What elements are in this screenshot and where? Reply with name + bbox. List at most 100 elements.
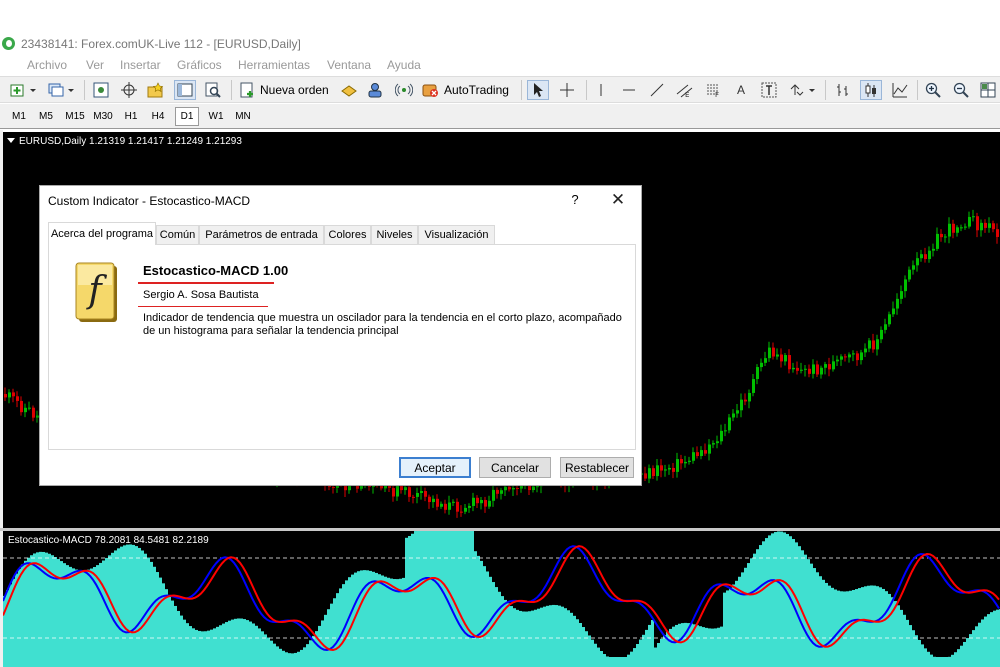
favorites-button[interactable] bbox=[146, 80, 166, 100]
line-chart-button[interactable] bbox=[889, 80, 911, 100]
tf-button-mn[interactable]: MN bbox=[235, 111, 251, 122]
histogram-bar bbox=[72, 568, 75, 667]
histogram-bar bbox=[471, 531, 474, 667]
menu-archivo[interactable]: Archivo bbox=[27, 58, 68, 72]
histogram-bar bbox=[666, 631, 669, 667]
market-watch-button[interactable] bbox=[91, 80, 111, 100]
histogram-bar bbox=[474, 551, 477, 667]
metaeditor-button[interactable] bbox=[339, 80, 359, 100]
arrows-icon bbox=[790, 84, 815, 96]
histogram-bar bbox=[993, 610, 996, 667]
histogram-bar bbox=[312, 635, 315, 667]
accept-button[interactable]: Aceptar bbox=[399, 457, 471, 478]
candle-body bbox=[676, 459, 679, 472]
histogram-bar bbox=[417, 531, 420, 667]
histogram-bar bbox=[549, 605, 552, 667]
histogram-bar bbox=[612, 657, 615, 667]
arrows-button[interactable] bbox=[787, 80, 817, 100]
histogram-bar bbox=[912, 630, 915, 667]
zoom-in-button[interactable] bbox=[923, 80, 943, 100]
candle-body bbox=[720, 430, 723, 442]
autotrading-button[interactable]: AutoTrading bbox=[421, 80, 515, 100]
histogram-bar bbox=[6, 590, 9, 667]
candlestick-button[interactable] bbox=[860, 80, 882, 100]
candle-body bbox=[968, 216, 971, 227]
histogram-bar bbox=[153, 566, 156, 667]
tf-button-w1[interactable]: W1 bbox=[208, 111, 224, 122]
histogram-bar bbox=[429, 531, 432, 667]
tab-visualizacion[interactable]: Visualización bbox=[418, 225, 495, 244]
histogram-bar bbox=[486, 571, 489, 667]
reset-button[interactable]: Restablecer bbox=[560, 457, 634, 478]
menu-graficos[interactable]: Gráficos bbox=[177, 58, 222, 72]
histogram-bar bbox=[636, 643, 639, 667]
menu-ayuda[interactable]: Ayuda bbox=[387, 58, 421, 72]
histogram-bar bbox=[753, 553, 756, 667]
strategy-tester-button[interactable] bbox=[203, 80, 223, 100]
tile-windows-button[interactable] bbox=[978, 80, 998, 100]
tf-button-m5[interactable]: M5 bbox=[39, 111, 53, 122]
histogram-bar bbox=[165, 589, 168, 667]
candle-body bbox=[836, 359, 839, 362]
histogram-bar bbox=[162, 583, 165, 667]
histogram-bar bbox=[423, 531, 426, 667]
new-order-button[interactable]: Nueva orden bbox=[239, 80, 331, 100]
histogram-bar bbox=[765, 538, 768, 667]
menu-insertar[interactable]: Insertar bbox=[120, 58, 161, 72]
tf-button-m15[interactable]: M15 bbox=[65, 111, 85, 122]
cursor-tool-button[interactable] bbox=[527, 80, 549, 100]
navigator-button[interactable] bbox=[119, 80, 139, 100]
text-label-button[interactable] bbox=[759, 80, 779, 100]
candle-body bbox=[812, 364, 815, 374]
tab-acerca-del-programa[interactable]: Acerca del programa bbox=[48, 222, 156, 245]
tab-parametros-de-entrada[interactable]: Parámetros de entrada bbox=[199, 225, 324, 244]
new-chart-button[interactable] bbox=[8, 80, 38, 100]
vertical-line-button[interactable] bbox=[592, 80, 610, 100]
close-icon[interactable]: ✕ bbox=[610, 190, 626, 209]
histogram-bar bbox=[651, 620, 654, 667]
horizontal-line-button[interactable] bbox=[619, 80, 639, 100]
histogram-bar bbox=[660, 638, 663, 667]
terminal-button[interactable] bbox=[174, 80, 196, 100]
histogram-bar bbox=[258, 628, 261, 667]
text-tool-button[interactable]: A bbox=[731, 80, 751, 100]
menu-ver[interactable]: Ver bbox=[86, 58, 105, 72]
tab-niveles[interactable]: Niveles bbox=[371, 225, 418, 244]
candle-body bbox=[756, 367, 759, 380]
candle-body bbox=[736, 410, 739, 414]
crosshair-button[interactable] bbox=[556, 80, 578, 100]
market-button[interactable] bbox=[394, 80, 414, 100]
histogram-bar bbox=[603, 654, 606, 667]
indicator-chart[interactable] bbox=[3, 531, 1000, 667]
tf-button-d1[interactable]: D1 bbox=[175, 107, 199, 126]
histogram-bar bbox=[531, 610, 534, 667]
histogram-bar bbox=[654, 647, 657, 667]
profiles-button[interactable] bbox=[46, 80, 76, 100]
histogram-bar bbox=[546, 605, 549, 667]
signals-button[interactable] bbox=[366, 80, 386, 100]
menu-ventana[interactable]: Ventana bbox=[327, 58, 372, 72]
chart-pane-separator[interactable] bbox=[0, 528, 1000, 531]
tab-colores[interactable]: Colores bbox=[324, 225, 371, 244]
histogram-bar bbox=[51, 555, 54, 667]
equidistant-channel-button[interactable]: E bbox=[674, 80, 696, 100]
histogram-bar bbox=[21, 564, 24, 667]
zoom-out-button[interactable] bbox=[951, 80, 971, 100]
tf-button-h4[interactable]: H4 bbox=[151, 111, 165, 122]
trendline-button[interactable] bbox=[647, 80, 667, 100]
tf-button-m1[interactable]: M1 bbox=[12, 111, 26, 122]
fibonacci-button[interactable]: F bbox=[703, 80, 725, 100]
help-button[interactable]: ? bbox=[571, 192, 579, 207]
histogram-bar bbox=[63, 563, 66, 667]
candle-body bbox=[952, 223, 955, 233]
tf-button-m30[interactable]: M30 bbox=[93, 111, 113, 122]
menu-herramientas[interactable]: Herramientas bbox=[238, 58, 311, 72]
histogram-bar bbox=[399, 578, 402, 667]
histogram-bar bbox=[3, 595, 6, 667]
candle-body bbox=[856, 353, 859, 361]
bar-chart-button[interactable] bbox=[832, 80, 854, 100]
cancel-button[interactable]: Cancelar bbox=[479, 457, 551, 478]
tab-comun[interactable]: Común bbox=[156, 225, 199, 244]
histogram-bar bbox=[819, 576, 822, 667]
tf-button-h1[interactable]: H1 bbox=[124, 111, 138, 122]
